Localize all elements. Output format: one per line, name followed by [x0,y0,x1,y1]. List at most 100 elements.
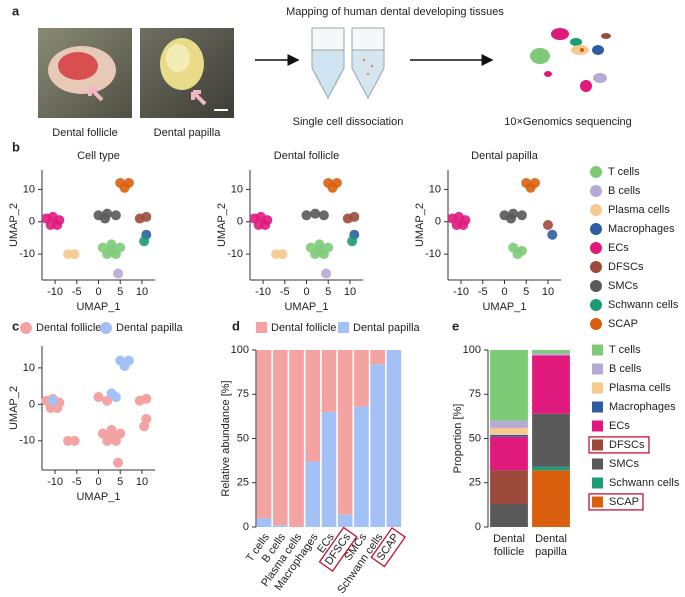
point [301,210,312,221]
y-tick-label: 10 [231,183,243,195]
point [93,392,104,403]
point [318,210,329,221]
bar-segment [370,364,385,527]
bar-segment [321,411,337,527]
y-tick-label: -10 [19,435,35,447]
highlight-box [318,526,358,572]
legend-label: Dental papilla [353,322,421,334]
panel-label: c [12,318,19,333]
bar-segment [532,353,570,356]
point [139,236,150,247]
bar-segment [490,436,528,471]
point [139,421,150,432]
panel-title: Mapping of human dental developing tissu… [286,6,504,18]
x-tick-label: -10 [453,286,469,298]
bar-segment [305,350,321,462]
bar-segment [256,350,272,519]
point [458,220,469,230]
point [106,432,117,443]
point [115,428,126,439]
x-tick-label: 0 [95,286,101,298]
legend-label: Schwann cells [609,477,680,489]
legend-label: Macrophages [608,223,675,235]
point [525,182,536,193]
point [321,268,332,279]
point [547,229,558,240]
panel-title: Dental follicle [274,150,339,162]
mini-umap [530,28,611,92]
legend-swatch [256,322,267,333]
point [100,213,111,224]
legend-label: B cells [608,185,641,197]
x-tick-label: 10 [542,286,554,298]
point [141,393,152,404]
x-tick-label-box: Dental follicle [493,533,525,558]
y-tick-label: 50 [237,432,249,444]
bar-segment [337,514,353,527]
panel-title: Dental papilla [471,150,539,162]
point [97,428,108,439]
bar-segment [289,350,304,527]
y-tick-label: 25 [469,477,481,489]
point [106,424,117,435]
x-axis-label: UMAP_1 [284,301,328,313]
x-tick-label: 10 [136,476,148,488]
legend-swatch [592,420,603,432]
y-tick-label: 10 [23,183,35,195]
point [47,395,58,406]
legend-label: Macrophages [609,401,676,413]
x-tick-label: 10 [136,286,148,298]
x-tick-label: 5 [117,286,123,298]
point [110,210,121,221]
point [260,220,271,230]
x-tick-label: -10 [47,476,63,488]
legend-label: T cells [608,166,640,178]
legend-swatch [592,382,603,394]
y-tick-label: 10 [429,183,441,195]
y-tick-label: 0 [237,216,243,228]
photo-follicle [38,28,132,118]
y-tick-label: 75 [469,388,481,400]
point [119,361,130,372]
point [512,249,523,260]
legend-label: SMCs [609,458,639,470]
legend-swatch [592,439,603,451]
y-tick-label: 10 [23,362,35,374]
y-axis-label: UMAP_2 [216,203,228,247]
y-axis-label: Relative abundance [%] [220,380,232,496]
y-tick-label: -10 [425,248,441,260]
y-axis-label: Proportion [%] [452,404,464,474]
bar-segment [256,518,272,527]
legend-swatch [592,496,603,508]
legend-label: Dental papilla [116,322,184,334]
y-axis-label: UMAP_2 [8,386,20,430]
y-tick-label: 25 [237,477,249,489]
photo-papilla [140,28,234,118]
x-tick-label: 0 [501,286,507,298]
legend-swatch [590,280,602,292]
legend-label: SMCs [608,280,638,292]
point [542,220,553,230]
legend-swatch [592,363,603,375]
bar-segment [532,350,570,354]
legend-swatch [590,223,602,235]
bar-segment [490,470,528,504]
point [113,457,124,468]
legend-label: Dental follicle [36,322,101,334]
bar-segment [490,420,528,428]
x-tick-label: 5 [325,286,331,298]
y-tick-label: 75 [237,388,249,400]
point [516,210,527,221]
bar-segment [532,470,570,527]
x-tick-label: -10 [255,286,271,298]
point [110,392,121,403]
y-tick-label: 50 [469,432,481,444]
bar-segment [354,350,369,407]
legend-swatch [592,344,603,356]
bar-segment [532,466,570,471]
bar-segment [354,406,369,527]
x-axis-label: UMAP_1 [482,301,526,313]
x-tick-label-box: Dental papilla [535,533,567,558]
legend-swatch [592,401,603,413]
